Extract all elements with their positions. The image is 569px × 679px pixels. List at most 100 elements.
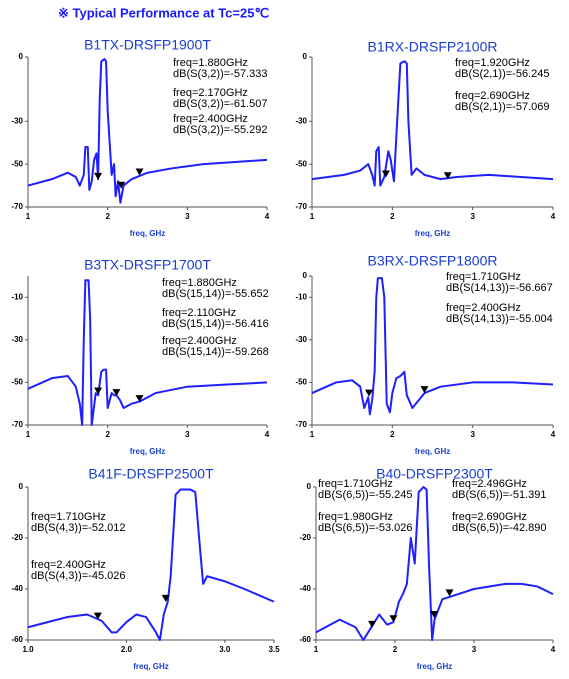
x-tick-label: 1 — [310, 430, 315, 439]
marker — [368, 620, 377, 628]
x-axis-label: freq, GHz — [415, 229, 451, 238]
marker-freq: freq=1.880GHz — [162, 277, 237, 289]
chart-title: B3RX-DRSFP1800R — [368, 253, 498, 269]
marker — [389, 615, 398, 623]
data-line — [27, 58, 268, 204]
marker — [135, 168, 144, 176]
x-tick-label: 3 — [472, 645, 477, 654]
y-tick-label: 0 — [19, 482, 24, 491]
y-tick-label: -20 — [299, 533, 311, 542]
marker — [112, 389, 121, 397]
marker — [117, 181, 126, 189]
x-tick-label: 1 — [26, 212, 31, 221]
x-axis-label: freq, GHz — [133, 662, 169, 671]
y-tick-label: -70 — [295, 420, 307, 429]
y-tick-label: -50 — [11, 378, 23, 387]
y-tick-label: -40 — [11, 584, 23, 593]
y-tick-label: -50 — [295, 378, 307, 387]
data-line — [311, 60, 554, 187]
marker-freq: freq=2.690GHz — [455, 90, 530, 102]
marker-freq: freq=1.710GHz — [318, 478, 393, 490]
marker — [445, 589, 454, 597]
data-line — [27, 279, 268, 426]
x-tick-label: 4 — [551, 645, 556, 654]
marker — [135, 395, 144, 403]
y-tick-label: -50 — [11, 159, 23, 168]
x-tick-label: 3 — [185, 430, 190, 439]
marker — [161, 594, 170, 602]
marker-freq: freq=1.710GHz — [31, 511, 106, 523]
y-tick-label: -70 — [11, 202, 23, 211]
x-tick-label: 3.5 — [268, 645, 280, 654]
y-tick-label: 0 — [303, 52, 308, 61]
y-tick-label: -60 — [299, 635, 311, 644]
x-axis-label: freq, GHz — [130, 447, 166, 456]
y-tick-label: -70 — [11, 420, 23, 429]
x-tick-label: 3 — [185, 212, 190, 221]
x-tick-label: 2 — [390, 212, 395, 221]
marker-value: dB(S(6,5))=-51.391 — [452, 489, 546, 501]
marker-freq: freq=2.496GHz — [452, 478, 527, 490]
y-tick-label: -30 — [11, 116, 23, 125]
x-axis-label: freq, GHz — [130, 229, 166, 238]
y-tick-label: -60 — [11, 635, 23, 644]
marker-value: dB(S(6,5))=-42.890 — [452, 522, 546, 534]
y-tick-label: -30 — [295, 335, 307, 344]
x-axis-label: freq, GHz — [417, 662, 453, 671]
x-tick-label: 2 — [105, 430, 110, 439]
x-tick-label: 4 — [551, 212, 556, 221]
data-line — [311, 277, 554, 416]
x-tick-label: 1.0 — [22, 645, 34, 654]
marker-value: dB(S(3,2))=-61.507 — [173, 98, 267, 110]
x-tick-label: 1 — [310, 212, 315, 221]
y-tick-label: -10 — [295, 292, 307, 301]
marker — [430, 611, 439, 619]
chart-title: B41F-DRSFP2500T — [88, 466, 214, 482]
x-tick-label: 4 — [265, 430, 270, 439]
data-line — [27, 488, 275, 641]
y-tick-label: -70 — [295, 202, 307, 211]
y-tick-label: -50 — [295, 159, 307, 168]
y-tick-label: 0 — [19, 52, 24, 61]
x-tick-label: 2.0 — [121, 645, 133, 654]
x-tick-label: 3 — [470, 212, 475, 221]
marker-freq: freq=1.880GHz — [173, 57, 248, 69]
marker-value: dB(S(14,13))=-55.004 — [446, 313, 553, 325]
y-tick-label: -10 — [11, 292, 23, 301]
marker-value: dB(S(2,1))=-56.245 — [455, 68, 549, 80]
y-tick-label: 0 — [303, 271, 308, 280]
marker-value: dB(S(14,13))=-56.667 — [446, 282, 553, 294]
marker-freq: freq=2.110GHz — [162, 307, 236, 319]
chart-title: B40-DRSFP2300T — [376, 466, 493, 482]
chart-title: B1RX-DRSFP2100R — [368, 39, 498, 55]
x-tick-label: 3.0 — [219, 645, 231, 654]
marker-freq: freq=2.400GHz — [173, 113, 248, 125]
marker — [94, 387, 103, 395]
x-tick-label: 1 — [26, 430, 31, 439]
marker-freq: freq=2.170GHz — [173, 87, 248, 99]
y-tick-label: -30 — [295, 116, 307, 125]
x-tick-label: 2 — [393, 645, 398, 654]
marker-freq: freq=1.920GHz — [455, 57, 530, 69]
chart-title: B1TX-DRSFP1900T — [84, 37, 211, 53]
x-axis-label: freq, GHz — [415, 447, 451, 456]
marker-value: dB(S(4,3))=-52.012 — [31, 522, 125, 534]
marker — [94, 172, 103, 180]
marker-value: dB(S(15,14))=-56.416 — [162, 318, 269, 330]
marker — [365, 389, 374, 397]
x-tick-label: 2 — [390, 430, 395, 439]
marker-value: dB(S(15,14))=-55.652 — [162, 288, 269, 300]
y-tick-label: -20 — [11, 533, 23, 542]
marker-freq: freq=2.400GHz — [162, 335, 237, 347]
marker — [381, 170, 390, 178]
chart-title: B3TX-DRSFP1700T — [84, 257, 211, 273]
marker-value: dB(S(4,3))=-45.026 — [31, 570, 125, 582]
marker — [420, 386, 429, 394]
marker — [443, 172, 452, 180]
header: ※ Typical Performance at Tc=25℃ — [58, 5, 269, 20]
x-tick-label: 2 — [105, 212, 110, 221]
marker-value: dB(S(2,1))=-57.069 — [455, 101, 549, 113]
marker-freq: freq=2.400GHz — [31, 559, 106, 571]
